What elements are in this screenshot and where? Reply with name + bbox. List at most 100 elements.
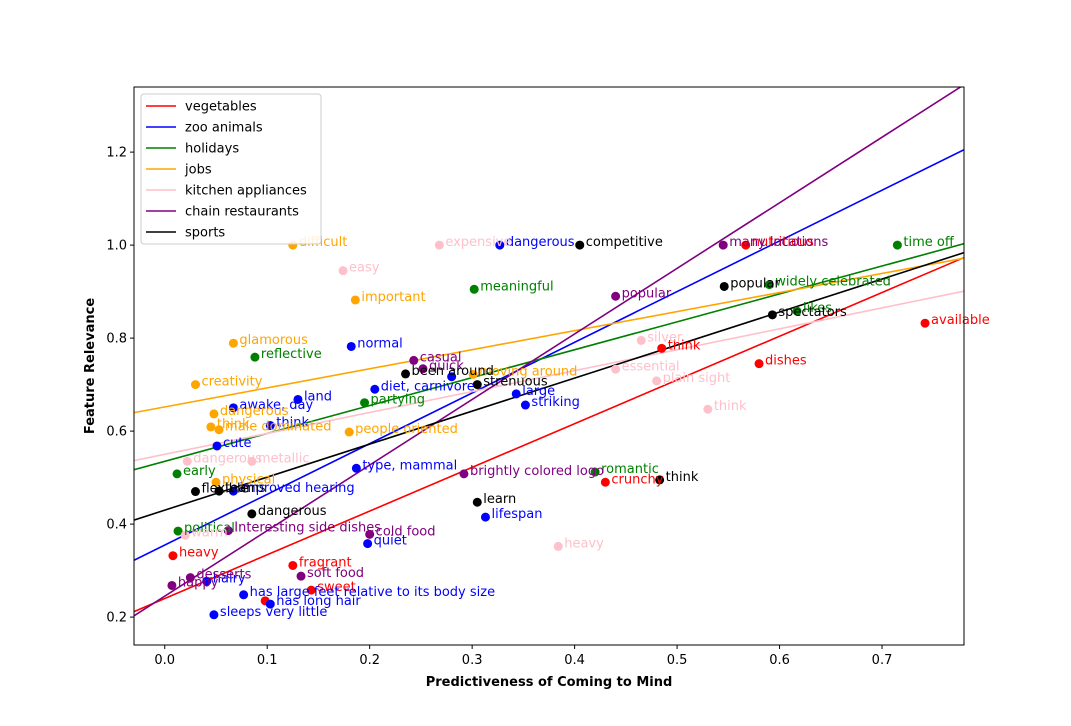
point-label: flexible [201, 482, 248, 497]
data-point [469, 284, 479, 294]
data-point [209, 610, 219, 620]
data-point [247, 456, 257, 466]
point-label: dangerous [220, 404, 289, 419]
data-point [741, 240, 751, 250]
data-point [223, 526, 233, 536]
data-point [468, 369, 478, 379]
data-point [350, 295, 360, 305]
data-point [214, 486, 224, 496]
point-label: brightly colored logo [470, 464, 604, 479]
point-label: type, mammal [362, 458, 457, 473]
data-point [892, 240, 902, 250]
point-label: diet, carnivore [381, 379, 475, 394]
point-label: important [361, 290, 425, 305]
point-label: dangerous [506, 235, 575, 250]
data-point [172, 469, 182, 479]
y-tick-label: 0.6 [106, 425, 127, 440]
point-label: sweet [317, 580, 356, 595]
point-label: think [666, 470, 699, 485]
data-point [575, 240, 585, 250]
point-label: think [217, 417, 250, 432]
data-point [212, 441, 222, 451]
data-point [351, 463, 361, 473]
data-point [363, 539, 373, 549]
data-point [228, 338, 238, 348]
point-label: quick [429, 359, 464, 374]
point-label: dangerous [193, 451, 262, 466]
point-label: physical [222, 472, 275, 487]
data-point [247, 509, 257, 519]
data-point [636, 335, 646, 345]
point-label: expensive [445, 235, 511, 250]
point-label: awake, day [239, 398, 313, 413]
data-point [202, 576, 212, 586]
point-label: easy [349, 261, 380, 276]
x-tick-label: 0.5 [667, 653, 688, 668]
data-point [190, 487, 200, 497]
data-point [480, 512, 490, 522]
data-point [346, 341, 356, 351]
point-label: romantic [601, 462, 659, 477]
data-point [401, 369, 411, 379]
x-tick-label: 0.7 [872, 653, 893, 668]
point-label: spectators [778, 305, 847, 320]
data-point [553, 541, 563, 551]
point-label: creativity [201, 375, 262, 390]
legend-entry: holidays [185, 142, 239, 157]
x-axis: 0.0 0.1 0.2 0.3 0.4 0.5 0.6 0.7 [154, 645, 892, 668]
point-label: warm [191, 525, 227, 540]
point-label: popular [622, 286, 672, 301]
data-point [495, 240, 505, 250]
data-point [920, 318, 930, 328]
point-label: nutritious [752, 235, 814, 250]
data-point [293, 394, 303, 404]
data-point [228, 403, 238, 413]
point-label: land [304, 389, 332, 404]
x-tick-label: 0.6 [769, 653, 790, 668]
point-label: strenuous [483, 375, 548, 390]
point-label: cute [223, 436, 251, 451]
point-label: been around [412, 364, 494, 379]
data-point [344, 427, 354, 437]
data-point [434, 240, 444, 250]
point-label: has long hair [276, 594, 361, 609]
data-points [167, 240, 930, 620]
data-point [370, 384, 380, 394]
data-point [652, 376, 662, 386]
x-tick-label: 0.3 [462, 653, 483, 668]
x-tick-label: 0.2 [359, 653, 380, 668]
data-point [520, 400, 530, 410]
point-label: early [183, 464, 216, 479]
data-point [611, 291, 621, 301]
data-point [754, 359, 764, 369]
data-point [792, 306, 802, 316]
point-label: lifespan [491, 507, 542, 522]
legend-entry: vegetables [185, 100, 257, 115]
data-point [338, 266, 348, 276]
data-point [182, 456, 192, 466]
data-point [360, 398, 370, 408]
x-tick-label: 0.1 [257, 653, 278, 668]
data-point [600, 477, 610, 487]
legend-entry: zoo animals [185, 121, 263, 136]
data-point [365, 529, 375, 539]
data-point [511, 389, 521, 399]
point-label: dishes [765, 354, 807, 369]
data-point [214, 425, 224, 435]
point-label: quiet [374, 534, 407, 549]
data-point [228, 486, 238, 496]
point-label: think [668, 338, 701, 353]
legend-box [140, 93, 322, 245]
fit-line-6 [134, 251, 964, 521]
point-label: people oriented [355, 422, 458, 437]
data-point [265, 599, 275, 609]
y-axis-label: Feature Relevance [83, 298, 98, 434]
point-label: hairy [213, 571, 246, 586]
point-label: teams [225, 481, 266, 496]
data-point [185, 573, 195, 583]
data-point [180, 530, 190, 540]
point-label: has large feet relative to its body size [250, 585, 495, 600]
fit-line-3 [134, 257, 964, 414]
data-point [296, 571, 306, 581]
data-point [211, 477, 221, 487]
